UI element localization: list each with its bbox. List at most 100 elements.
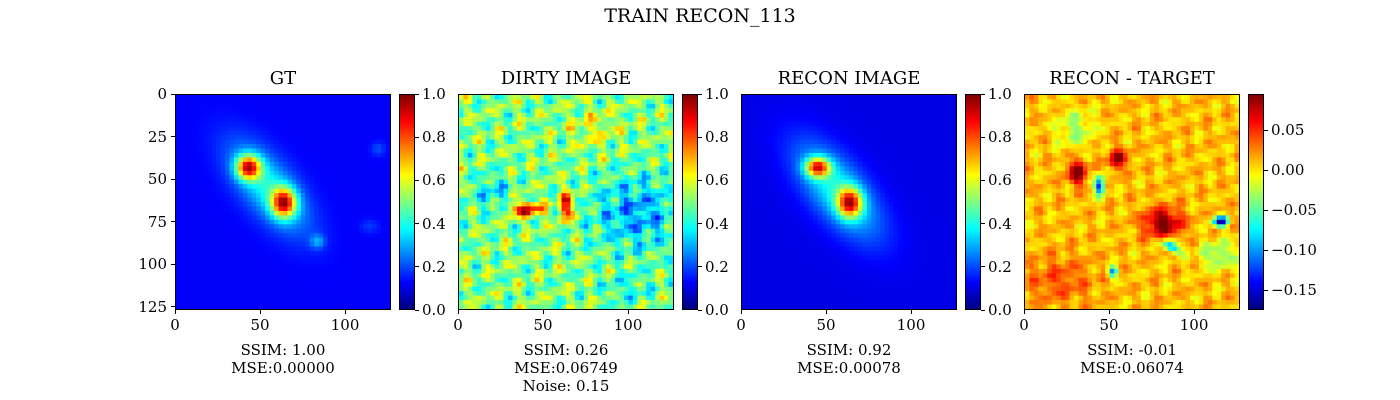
- mse-label: MSE:0.00000: [231, 359, 335, 377]
- colorbar-tick-label: −0.05: [1271, 201, 1317, 219]
- metrics-caption: SSIM: 1.00 MSE:0.00000: [155, 341, 411, 377]
- x-tick-mark: [1193, 310, 1195, 314]
- colorbar-tick-label: 0.6: [422, 171, 446, 190]
- colorbar-tick-label: −0.10: [1271, 241, 1317, 259]
- colorbar-tick-label: 0.00: [1271, 161, 1305, 179]
- metrics-caption: SSIM: 0.92 MSE:0.00078: [721, 341, 977, 377]
- colorbar-tick-label: 0.2: [422, 257, 446, 276]
- colorbar-tick-label: 0.4: [988, 214, 1012, 233]
- heatmap-image: [458, 94, 674, 310]
- colorbar-tick-mark: [415, 223, 419, 225]
- colorbar-tick-mark: [1264, 209, 1268, 211]
- colorbar-tick-mark: [415, 266, 419, 268]
- noise-label: Noise: 0.15: [522, 377, 610, 395]
- heatmap-cells: [1025, 95, 1239, 309]
- heatmap-image: [175, 94, 391, 310]
- colorbar-tick-label: 0.0: [422, 301, 446, 319]
- colorbar-tick-mark: [415, 179, 419, 181]
- x-tick-label: 100: [330, 316, 360, 334]
- colorbar-tick-mark: [698, 179, 702, 181]
- colorbar-tick-label: 1.0: [988, 85, 1012, 103]
- x-tick-mark: [1023, 310, 1025, 314]
- mse-label: MSE:0.00078: [797, 359, 901, 377]
- ssim-label: SSIM: 0.26: [523, 341, 609, 359]
- x-tick-mark: [457, 310, 459, 314]
- colorbar-tick-mark: [698, 223, 702, 225]
- ssim-label: SSIM: -0.01: [1087, 341, 1177, 359]
- colorbar: [1248, 94, 1264, 310]
- colorbar-tick-mark: [1264, 249, 1268, 251]
- heatmap-cells: [742, 95, 956, 309]
- heatmap-svg: [742, 95, 956, 309]
- x-tick-mark: [344, 310, 346, 314]
- x-tick-mark: [740, 310, 742, 314]
- colorbar-tick-label: 0.05: [1271, 121, 1305, 139]
- x-tick-label: 0: [453, 316, 463, 334]
- x-tick-label: 0: [170, 316, 180, 334]
- x-tick-label: 0: [736, 316, 746, 334]
- mse-label: MSE:0.06074: [1080, 359, 1184, 377]
- colorbar-tick-label: 0.0: [705, 301, 729, 319]
- heatmap-image: [741, 94, 957, 310]
- heatmap-cells: [176, 95, 390, 309]
- y-tick-mark: [171, 136, 175, 138]
- colorbar-tick-label: 0.0: [988, 301, 1012, 319]
- colorbar: [399, 94, 415, 310]
- colorbar-tick-label: 0.2: [988, 257, 1012, 276]
- colorbar-tick-mark: [1264, 169, 1268, 171]
- heatmap-cells: [459, 95, 673, 309]
- y-tick-label: 125: [138, 297, 167, 316]
- mse-label: MSE:0.06749: [514, 359, 618, 377]
- x-tick-label: 50: [1099, 316, 1119, 334]
- colorbar-tick-label: 0.8: [988, 128, 1012, 147]
- colorbar-tick-mark: [698, 309, 702, 311]
- colorbar-tick-mark: [981, 93, 985, 95]
- colorbar-tick-mark: [415, 93, 419, 95]
- y-tick-label: 25: [147, 127, 167, 146]
- colorbar: [965, 94, 981, 310]
- colorbar-tick-mark: [981, 266, 985, 268]
- colorbar-tick-mark: [981, 179, 985, 181]
- x-tick-label: 50: [816, 316, 836, 334]
- x-tick-label: 100: [613, 316, 643, 334]
- x-tick-mark: [825, 310, 827, 314]
- x-tick-mark: [1108, 310, 1110, 314]
- y-tick-mark: [171, 221, 175, 223]
- x-tick-mark: [910, 310, 912, 314]
- colorbar-tick-mark: [698, 136, 702, 138]
- colorbar-tick-label: 0.6: [988, 171, 1012, 190]
- x-tick-label: 100: [896, 316, 926, 334]
- heatmap-svg: [459, 95, 673, 309]
- colorbar-tick-label: 0.8: [705, 128, 729, 147]
- colorbar-tick-mark: [981, 136, 985, 138]
- colorbar-tick-label: 0.8: [422, 128, 446, 147]
- colorbar-tick-label: 1.0: [422, 85, 446, 103]
- colorbar-tick-mark: [698, 266, 702, 268]
- x-tick-label: 0: [1019, 316, 1029, 334]
- colorbar-tick-mark: [415, 309, 419, 311]
- y-tick-mark: [171, 306, 175, 308]
- colorbar-tick-label: 0.4: [705, 214, 729, 233]
- metrics-caption: SSIM: -0.01 MSE:0.06074: [1004, 341, 1260, 377]
- colorbar-tick-label: −0.15: [1271, 281, 1317, 299]
- heatmap-svg: [176, 95, 390, 309]
- metrics-caption: SSIM: 0.26 MSE:0.06749 Noise: 0.15: [438, 341, 694, 395]
- y-tick-mark: [171, 93, 175, 95]
- colorbar: [682, 94, 698, 310]
- colorbar-tick-mark: [1264, 129, 1268, 131]
- colorbar-tick-mark: [1264, 289, 1268, 291]
- y-tick-mark: [171, 178, 175, 180]
- panel-title: GT: [269, 68, 297, 89]
- y-tick-label: 0: [157, 85, 167, 103]
- colorbar-tick-mark: [981, 309, 985, 311]
- ssim-label: SSIM: 0.92: [806, 341, 892, 359]
- x-tick-mark: [174, 310, 176, 314]
- heatmap-svg: [1025, 95, 1239, 309]
- figure-title: TRAIN RECON_113: [604, 5, 796, 27]
- colorbar-tick-label: 1.0: [705, 85, 729, 103]
- y-tick-label: 50: [147, 170, 167, 189]
- colorbar-tick-mark: [698, 93, 702, 95]
- y-tick-label: 100: [138, 255, 167, 274]
- colorbar-tick-mark: [415, 136, 419, 138]
- y-tick-mark: [171, 263, 175, 265]
